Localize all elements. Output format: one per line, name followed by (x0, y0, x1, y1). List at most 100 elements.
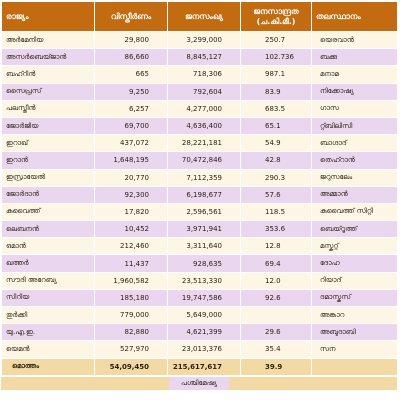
cell-population: 70,472,846 (167, 151, 241, 170)
cell-country: തുർക്കി (1, 305, 95, 325)
cell-population: 28,221,181 (167, 134, 241, 153)
cell-population: 23,513,330 (167, 271, 241, 290)
header-row: രാജ്യം വിസ്തീർണം ജനസംഖ്യ ജനസാന്ദ്രത (ച.ക… (1, 1, 398, 32)
table-row: സൈപ്രസ് 9,250 792,604 83.9 നിക്കോഷ്യ (1, 82, 398, 101)
cell-density: 69.4 (240, 254, 312, 273)
header-density-title: ജനസാന്ദ്രത (253, 6, 299, 16)
cell-country: ബഹ്റിൻ (1, 65, 95, 84)
cell-population: 792,604 (167, 82, 241, 101)
table-row: സിറിയ 185,180 19,747,586 92.6 ദമാസ്കസ് (1, 288, 398, 308)
cell-capital: അങ്കാറ (311, 305, 398, 325)
cell-capital: യെരവാൻ (311, 30, 398, 50)
cell-country: അസർബെയ്ജാൻ (1, 48, 95, 67)
cell-area: 1,960,582 (94, 271, 168, 290)
cell-population: 4,277,000 (167, 99, 241, 118)
cell-country: ഒമാൻ (1, 237, 95, 256)
cell-area: 17,820 (94, 202, 168, 222)
cell-country: ഇറാഖ് (1, 134, 95, 153)
cell-density: 29.6 (240, 323, 312, 342)
cell-area: 82,880 (94, 323, 168, 342)
table-row: ബഹ്റിൻ 665 718,306 987.1 മനാമ (1, 65, 398, 84)
cell-area: 92,300 (94, 185, 168, 204)
table-row: പലസ്തീൻ 6,257 4,277,000 683.5 ഗാസ (1, 99, 398, 118)
cell-capital: അബുദാബി (311, 323, 398, 342)
table-row: കുവൈത്ത് 17,820 2,596,561 118.5 കുവൈത്ത് സിറ… (1, 202, 398, 222)
table-row: ജോർജിയ 69,700 4,636,400 65.1 റ്റ്ബിലിസി (1, 116, 398, 136)
header-country: രാജ്യം (1, 1, 95, 32)
header-population: ജനസംഖ്യ (167, 1, 241, 32)
header-capital: തലസ്ഥാനം (311, 1, 398, 32)
cell-capital: നിക്കോഷ്യ (311, 82, 398, 101)
cell-area: 185,180 (94, 288, 168, 308)
cell-density: 987.1 (240, 65, 312, 84)
table-row: യെമൻ 527,970 23,013,376 35.4 സന (1, 340, 398, 359)
countries-table: രാജ്യം വിസ്തീർണം ജനസംഖ്യ ജനസാന്ദ്രത (ച.ക… (1, 1, 398, 376)
cell-country: സൈപ്രസ് (1, 82, 95, 101)
total-area: 54,09,450 (94, 357, 168, 376)
cell-area: 1,648,195 (94, 151, 168, 170)
table-body: അർമേനിയ 29,800 3,299,000 250.7 യെരവാൻ അസർബെയ്… (1, 30, 398, 376)
cell-area: 212,460 (94, 237, 168, 256)
cell-country: സൗദി അറേബ്യ (1, 271, 95, 290)
cell-capital: റിയാദ് (311, 271, 398, 290)
cell-area: 779,000 (94, 305, 168, 325)
cell-area: 11,437 (94, 254, 168, 273)
table-row: അസർബെയ്ജാൻ 86,660 8,845,127 102.736 ബക്കു (1, 48, 398, 67)
cell-area: 20,770 (94, 168, 168, 187)
cell-capital: ദോഹ (311, 254, 398, 273)
cell-population: 3,971,941 (167, 220, 241, 239)
table-row: യു.എ.ഇ. 82,880 4,621,399 29.6 അബുദാബി (1, 323, 398, 342)
cell-country: ജോർദാൻ (1, 185, 95, 204)
table-row: സൗദി അറേബ്യ 1,960,582 23,513,330 12.0 റിയാദ് (1, 271, 398, 290)
cell-capital: ഗാസ (311, 99, 398, 118)
table-row: ഇസ്രായേൽ 20,770 7,112,359 290.3 ജറുസലേം (1, 168, 398, 187)
cell-area: 527,970 (94, 340, 168, 359)
cell-density: 102.736 (240, 48, 312, 67)
cell-density: 683.5 (240, 99, 312, 118)
cell-area: 10,452 (94, 220, 168, 239)
cell-density: 12.0 (240, 271, 312, 290)
cell-area: 69,700 (94, 116, 168, 136)
cell-population: 928,635 (167, 254, 241, 273)
cell-population: 5,649,000 (167, 305, 241, 325)
cell-country: സിറിയ (1, 288, 95, 308)
cell-density: 92.6 (240, 288, 312, 308)
cell-country: ഇറാൻ (1, 151, 95, 170)
cell-country: പലസ്തീൻ (1, 99, 95, 118)
total-capital-empty (311, 357, 398, 376)
cell-capital: സന (311, 340, 398, 359)
cell-density (240, 305, 312, 325)
cell-capital: അമ്മാൻ (311, 185, 398, 204)
cell-density: 83.9 (240, 82, 312, 101)
table-row: ഖത്തർ 11,437 928,635 69.4 ദോഹ (1, 254, 398, 273)
cell-capital: റ്റ്ബിലിസി (311, 116, 398, 136)
cell-population: 8,845,127 (167, 48, 241, 67)
cell-population: 19,747,586 (167, 288, 241, 308)
cell-population: 23,013,376 (167, 340, 241, 359)
cell-density: 35.4 (240, 340, 312, 359)
cell-capital: ദമാസ്കസ് (311, 288, 398, 308)
cell-area: 86,660 (94, 48, 168, 67)
cell-capital: കുവൈത്ത് സിറ്റി (311, 202, 398, 222)
table-row: അർമേനിയ 29,800 3,299,000 250.7 യെരവാൻ (1, 30, 398, 50)
cell-capital: മനാമ (311, 65, 398, 84)
total-population: 215,617,617 (167, 357, 241, 376)
cell-density: 42.8 (240, 151, 312, 170)
cell-country: ലെബനൻ (1, 220, 95, 239)
source-bar: പശ്ചിമേഷ്യ (1, 375, 397, 390)
cell-area: 29,800 (94, 30, 168, 50)
cell-capital: ബെയ്റൂത്ത് (311, 220, 398, 239)
total-label: മൊത്തം (1, 357, 95, 376)
cell-population: 7,112,359 (167, 168, 241, 187)
cell-density: 290.3 (240, 168, 312, 187)
table-row: ഇറാഖ് 437,072 28,221,181 54.9 ബാഗ്ദാദ് (1, 134, 398, 153)
cell-density: 65.1 (240, 116, 312, 136)
table-row: ഇറാൻ 1,648,195 70,472,846 42.8 തെഹ്റാൻ (1, 151, 398, 170)
cell-density: 353.6 (240, 220, 312, 239)
source-label: പശ്ചിമേഷ്യ (168, 376, 229, 390)
cell-population: 6,198,677 (167, 185, 241, 204)
cell-population: 4,621,399 (167, 323, 241, 342)
header-density: ജനസാന്ദ്രത (ച.കി.മീ.) (240, 1, 312, 32)
header-density-unit: (ച.കി.മീ.) (256, 16, 296, 26)
